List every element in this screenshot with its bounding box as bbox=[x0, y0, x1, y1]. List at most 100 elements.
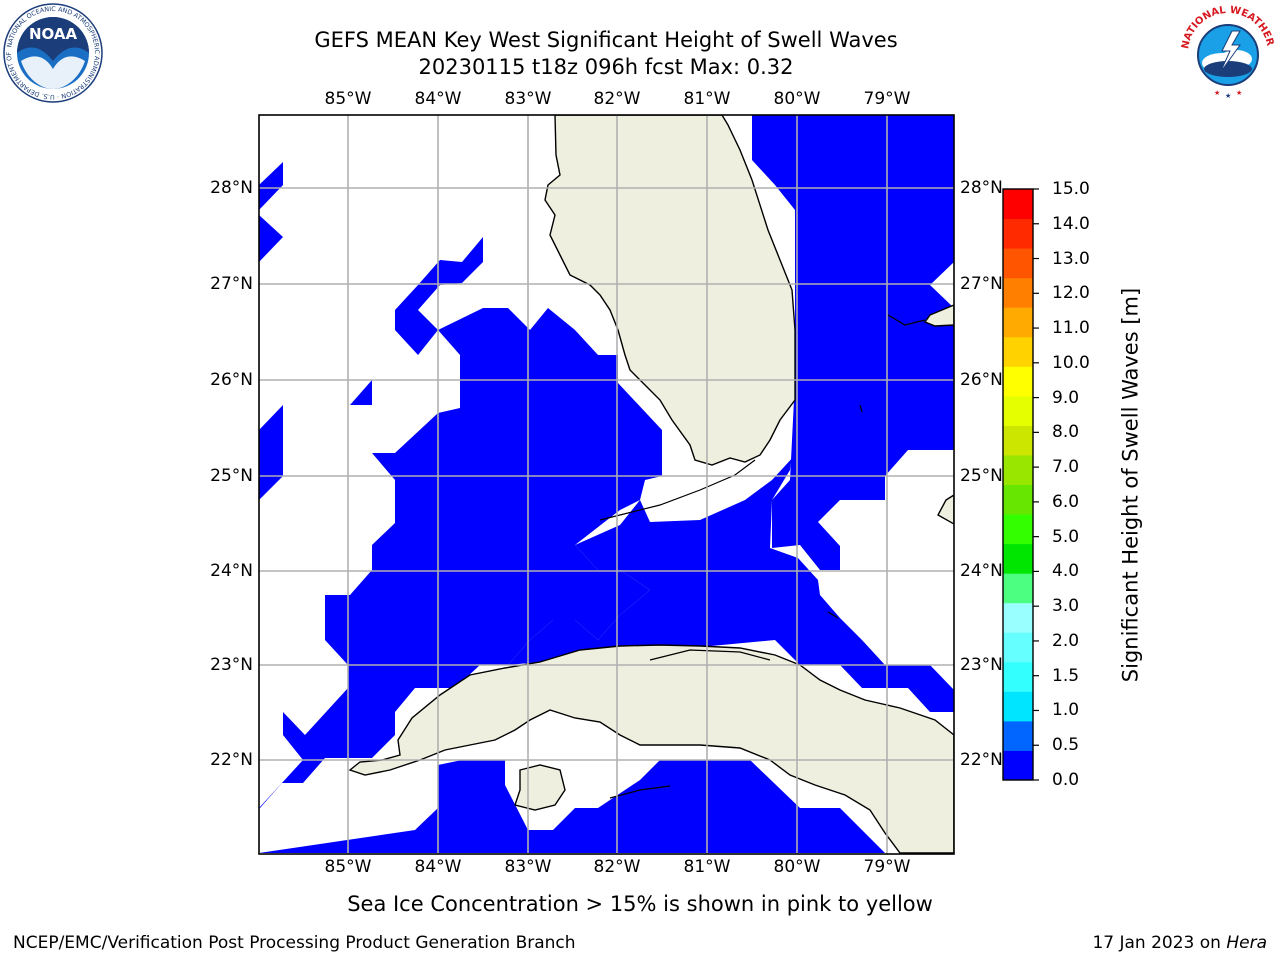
lon-tick-top: 80°W bbox=[773, 89, 821, 109]
chart-subtitle: 20230115 t18z 096h fcst Max: 0.32 bbox=[418, 55, 794, 79]
swell-region-west-28n bbox=[259, 162, 283, 210]
colorbar-swatch bbox=[1003, 248, 1033, 279]
lat-tick-left: 26°N bbox=[210, 370, 253, 390]
svg-text:★: ★ bbox=[1225, 92, 1231, 100]
colorbar-swatch bbox=[1003, 336, 1033, 367]
noaa-logo-text: NOAA bbox=[29, 25, 78, 43]
colorbar-swatch bbox=[1003, 189, 1033, 220]
colorbar-tick-label: 0.5 bbox=[1052, 735, 1080, 756]
colorbar-swatch bbox=[1003, 602, 1033, 633]
land-florida bbox=[544, 115, 796, 466]
andros-islet bbox=[859, 404, 863, 413]
colorbar-swatch bbox=[1003, 514, 1033, 545]
colorbar-swatch bbox=[1003, 750, 1033, 781]
graticule bbox=[259, 115, 954, 854]
swell-region-atlantic bbox=[752, 115, 954, 570]
lon-tick-bottom: 85°W bbox=[324, 857, 372, 877]
lon-tick-bottom: 81°W bbox=[683, 857, 731, 877]
lat-tick-left: 24°N bbox=[210, 561, 253, 581]
colorbar-swatch bbox=[1003, 395, 1033, 426]
colorbar-tick-label: 5.0 bbox=[1052, 526, 1080, 547]
credit-branch: NCEP/EMC/Verification Post Processing Pr… bbox=[13, 933, 576, 953]
lon-tick-top: 83°W bbox=[504, 89, 552, 109]
colorbar-tick-label: 8.0 bbox=[1052, 422, 1080, 443]
colorbar-swatch bbox=[1003, 543, 1033, 574]
lon-tick-bottom: 82°W bbox=[593, 857, 641, 877]
svg-text:★: ★ bbox=[1236, 89, 1242, 97]
colorbar-swatch bbox=[1003, 632, 1033, 663]
colorbar-tick-label: 1.0 bbox=[1052, 700, 1080, 721]
colorbar-tick-label: 13.0 bbox=[1052, 248, 1090, 269]
land-layer bbox=[348, 115, 954, 854]
lat-tick-right: 22°N bbox=[960, 750, 1003, 770]
colorbar-swatch bbox=[1003, 454, 1033, 485]
lat-tick-right: 24°N bbox=[960, 561, 1003, 581]
colorbar-swatch bbox=[1003, 307, 1033, 338]
swell-region-straits bbox=[508, 418, 954, 712]
colorbar-tick-label: 6.0 bbox=[1052, 491, 1080, 512]
lon-tick-bottom: 84°W bbox=[414, 857, 462, 877]
lat-tick-left: 28°N bbox=[210, 178, 253, 198]
colorbar-tick-label: 7.0 bbox=[1052, 457, 1080, 478]
swell-height-field bbox=[259, 115, 954, 853]
cuba-north-cays bbox=[649, 649, 771, 661]
colorbar-swatch bbox=[1003, 425, 1033, 456]
lon-tick-top: 84°W bbox=[414, 89, 462, 109]
credit-date-text: 17 Jan 2023 on bbox=[1092, 933, 1227, 953]
colorbar-swatch bbox=[1003, 720, 1033, 751]
lon-tick-top: 79°W bbox=[863, 89, 911, 109]
credit-system: Hera bbox=[1226, 933, 1267, 953]
lat-tick-left: 27°N bbox=[210, 274, 253, 294]
svg-text:★: ★ bbox=[1214, 89, 1220, 97]
lon-tick-top: 85°W bbox=[324, 89, 372, 109]
nws-logo-icon: NATIONAL WEATHER SERVICE ★ ★ ★ bbox=[1178, 3, 1276, 101]
colorbar-tick-label: 9.0 bbox=[1052, 387, 1080, 408]
colorbar-tick-label: 14.0 bbox=[1052, 213, 1090, 234]
lon-tick-top: 81°W bbox=[683, 89, 731, 109]
land-bahamas-andros bbox=[937, 494, 954, 525]
colorbar-tick-label: 4.0 bbox=[1052, 561, 1080, 582]
swell-region-gulf bbox=[259, 308, 662, 808]
lon-tick-bottom: 83°W bbox=[504, 857, 552, 877]
colorbar-tick-label: 1.5 bbox=[1052, 665, 1080, 686]
lat-tick-right: 25°N bbox=[960, 466, 1003, 486]
swell-region-west-27n bbox=[259, 215, 283, 262]
swell-region-south bbox=[259, 760, 885, 853]
swell-region-nw bbox=[395, 237, 483, 355]
swell-region-patch-26n bbox=[350, 380, 372, 405]
lon-tick-bottom: 80°W bbox=[773, 857, 821, 877]
colorbar-tick-label: 2.0 bbox=[1052, 630, 1080, 651]
colorbar-swatch bbox=[1003, 691, 1033, 722]
colorbar-tick-label: 12.0 bbox=[1052, 283, 1090, 304]
bahamas-shelf-line bbox=[887, 314, 926, 326]
noaa-logo-icon: NATIONAL OCEANIC AND ATMOSPHERIC ADMINIS… bbox=[3, 3, 103, 103]
colorbar-swatch bbox=[1003, 573, 1033, 604]
colorbar-tick-label: 0.0 bbox=[1052, 770, 1080, 790]
lat-tick-right: 26°N bbox=[960, 370, 1003, 390]
colorbar-swatch bbox=[1003, 661, 1033, 692]
chart-title: GEFS MEAN Key West Significant Height of… bbox=[314, 28, 898, 52]
cuba-south-cays bbox=[609, 785, 671, 799]
lat-tick-left: 22°N bbox=[210, 750, 253, 770]
lat-tick-right: 28°N bbox=[960, 178, 1003, 198]
colorbar-tick-label: 11.0 bbox=[1052, 318, 1090, 339]
lon-tick-bottom: 79°W bbox=[863, 857, 911, 877]
colorbar-tick-label: 10.0 bbox=[1052, 352, 1090, 373]
colorbar-label: Significant Height of Swell Waves [m] bbox=[1118, 287, 1143, 683]
lat-tick-right: 27°N bbox=[960, 274, 1003, 294]
sea-ice-note: Sea Ice Concentration > 15% is shown in … bbox=[347, 892, 933, 916]
colorbar-swatch bbox=[1003, 484, 1033, 515]
land-bahamas-grand bbox=[923, 304, 954, 327]
lat-tick-right: 23°N bbox=[960, 655, 1003, 675]
colorbar-frame bbox=[1002, 188, 1034, 781]
colorbar-swatches bbox=[1003, 189, 1033, 781]
lon-tick-top: 82°W bbox=[593, 89, 641, 109]
lat-tick-left: 25°N bbox=[210, 466, 253, 486]
colorbar-tick-label: 3.0 bbox=[1052, 596, 1080, 617]
cay-sal bbox=[827, 611, 839, 619]
colorbar-swatch bbox=[1003, 366, 1033, 397]
lat-tick-left: 23°N bbox=[210, 655, 253, 675]
colorbar-tick-label: 15.0 bbox=[1052, 179, 1090, 199]
